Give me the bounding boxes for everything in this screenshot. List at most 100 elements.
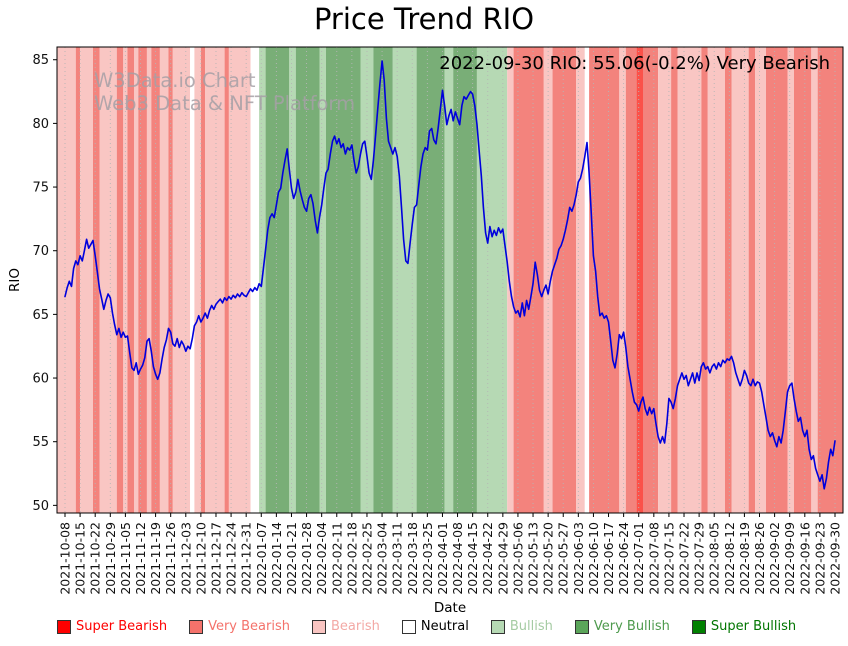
axis-ticks-layer bbox=[53, 59, 836, 517]
x-tick-label: 2022-07-01 bbox=[631, 522, 646, 595]
legend-label: Super Bullish bbox=[710, 619, 797, 634]
y-tick-label: 85 bbox=[32, 53, 49, 68]
x-tick-label: 2022-01-14 bbox=[269, 522, 284, 595]
sentiment-band-bullish bbox=[289, 47, 296, 513]
sentiment-band-very_bullish bbox=[265, 47, 290, 513]
sentiment-band-bearish bbox=[172, 47, 191, 513]
x-tick-label: 2021-11-05 bbox=[118, 522, 133, 595]
x-tick-label: 2022-07-29 bbox=[692, 522, 707, 595]
sentiment-band-very_bearish bbox=[748, 47, 756, 513]
x-tick-label: 2022-04-15 bbox=[465, 522, 480, 595]
legend-label: Neutral bbox=[420, 619, 469, 634]
sentiment-band-very_bearish bbox=[552, 47, 577, 513]
x-tick-label: 2022-02-18 bbox=[344, 522, 359, 595]
sentiment-band-very_bearish bbox=[93, 47, 100, 513]
x-tick-label: 2022-07-08 bbox=[646, 522, 661, 595]
legend-swatch bbox=[401, 619, 416, 634]
sentiment-band-bearish bbox=[194, 47, 201, 513]
legend-label: Bullish bbox=[509, 619, 553, 634]
x-tick-label: 2022-05-20 bbox=[541, 522, 556, 595]
x-tick-label: 2021-11-19 bbox=[148, 522, 163, 595]
sentiment-band-bearish bbox=[658, 47, 671, 513]
y-tick-label: 80 bbox=[32, 117, 49, 132]
sentiment-band-very_bearish bbox=[766, 47, 788, 513]
sentiment-band-very_bullish bbox=[295, 47, 320, 513]
y-axis-label: RIO bbox=[7, 268, 23, 292]
sentiment-band-neutral bbox=[584, 47, 590, 513]
sentiment-band-very_bearish bbox=[701, 47, 708, 513]
x-tick-label: 2022-09-16 bbox=[797, 522, 812, 595]
legend-label: Very Bullish bbox=[593, 619, 670, 634]
sentiment-band-very_bullish bbox=[453, 47, 477, 513]
sentiment-band-bearish bbox=[80, 47, 93, 513]
sentiment-band-bearish bbox=[228, 47, 251, 513]
sentiment-band-bearish bbox=[787, 47, 794, 513]
x-tick-label: 2021-10-29 bbox=[103, 522, 118, 595]
y-tick-label: 50 bbox=[32, 499, 49, 514]
x-tick-label: 2022-09-23 bbox=[812, 522, 827, 595]
sentiment-band-bearish bbox=[507, 47, 514, 513]
x-tick-label: 2022-09-09 bbox=[782, 522, 797, 595]
x-tick-label: 2021-11-26 bbox=[163, 522, 178, 595]
sentiment-band-bearish bbox=[99, 47, 117, 513]
sentiment-band-very_bearish bbox=[589, 47, 620, 513]
x-tick-label: 2022-09-02 bbox=[767, 522, 782, 595]
x-tick-label: 2022-04-22 bbox=[480, 522, 495, 595]
x-tick-label: 2022-03-04 bbox=[375, 522, 390, 595]
x-tick-label: 2022-08-05 bbox=[707, 522, 722, 595]
legend-item-very-bullish: Very Bullish bbox=[574, 619, 670, 634]
x-tick-label: 2021-12-24 bbox=[224, 522, 239, 595]
x-tick-label: 2022-07-22 bbox=[677, 522, 692, 595]
legend-item-neutral: Neutral bbox=[401, 619, 469, 634]
y-tick-label: 70 bbox=[32, 244, 49, 259]
sentiment-band-very_bearish bbox=[138, 47, 147, 513]
x-tick-label: 2021-12-17 bbox=[208, 522, 223, 595]
sentiment-band-bullish bbox=[477, 47, 508, 513]
x-tick-label: 2022-04-29 bbox=[495, 522, 510, 595]
x-tick-label: 2022-02-25 bbox=[359, 522, 374, 595]
x-tick-label: 2022-08-19 bbox=[737, 522, 752, 595]
legend-swatch bbox=[57, 619, 71, 634]
legend-label: Bearish bbox=[330, 619, 380, 634]
x-tick-label: 2022-03-11 bbox=[390, 522, 405, 595]
sentiment-band-bearish bbox=[576, 47, 585, 513]
x-tick-label: 2022-04-08 bbox=[450, 522, 465, 595]
legend-swatch bbox=[691, 619, 706, 634]
x-tick-label: 2022-01-21 bbox=[284, 522, 299, 595]
x-tick-label: 2021-10-15 bbox=[73, 522, 88, 595]
x-tick-label: 2021-12-03 bbox=[178, 522, 193, 595]
x-tick-label: 2022-05-06 bbox=[510, 522, 525, 595]
sentiment-band-very_bearish bbox=[224, 47, 229, 513]
latest-price-annotation: 2022-09-30 RIO: 55.06(-0.2%) Very Bearis… bbox=[439, 53, 830, 74]
legend-item-bearish: Bearish bbox=[311, 619, 380, 634]
sentiment-band-bullish bbox=[444, 47, 454, 513]
y-tick-label: 75 bbox=[32, 181, 49, 196]
x-axis-label: Date bbox=[433, 600, 467, 616]
sentiment-band-bullish bbox=[319, 47, 326, 513]
sentiment-band-bearish bbox=[57, 47, 76, 513]
legend-swatch bbox=[574, 619, 589, 634]
x-tick-label: 2021-10-22 bbox=[88, 522, 103, 595]
sentiment-band-very_bearish bbox=[127, 47, 134, 513]
y-tick-labels: 50 55 60 65 70 75 80 85 bbox=[32, 53, 49, 514]
legend-label: Very Bearish bbox=[208, 619, 290, 634]
sentiment-legend: Super Bearish Very Bearish Bearish Neutral B… bbox=[57, 619, 796, 634]
legend-item-bullish: Bullish bbox=[490, 619, 553, 634]
x-tick-label: 2022-04-01 bbox=[435, 522, 450, 595]
sentiment-band-bullish bbox=[392, 47, 417, 513]
sentiment-band-bearish bbox=[755, 47, 766, 513]
x-tick-labels: 2021-10-08 2021-10-15 2021-10-22 2021-10-29… bbox=[58, 522, 843, 595]
sentiment-band-bearish bbox=[159, 47, 169, 513]
x-tick-label: 2021-12-10 bbox=[193, 522, 208, 595]
legend-label: Super Bearish bbox=[76, 619, 168, 634]
sentiment-band-bearish bbox=[731, 47, 749, 513]
x-tick-label: 2022-05-27 bbox=[556, 522, 571, 595]
x-tick-label: 2022-03-18 bbox=[405, 522, 420, 595]
gridlines-layer bbox=[64, 47, 836, 513]
x-tick-label: 2022-03-25 bbox=[420, 522, 435, 595]
sentiment-band-bearish bbox=[205, 47, 225, 513]
sentiment-band-neutral bbox=[190, 47, 195, 513]
legend-swatch bbox=[311, 619, 326, 634]
sentiment-band-neutral bbox=[250, 47, 260, 513]
